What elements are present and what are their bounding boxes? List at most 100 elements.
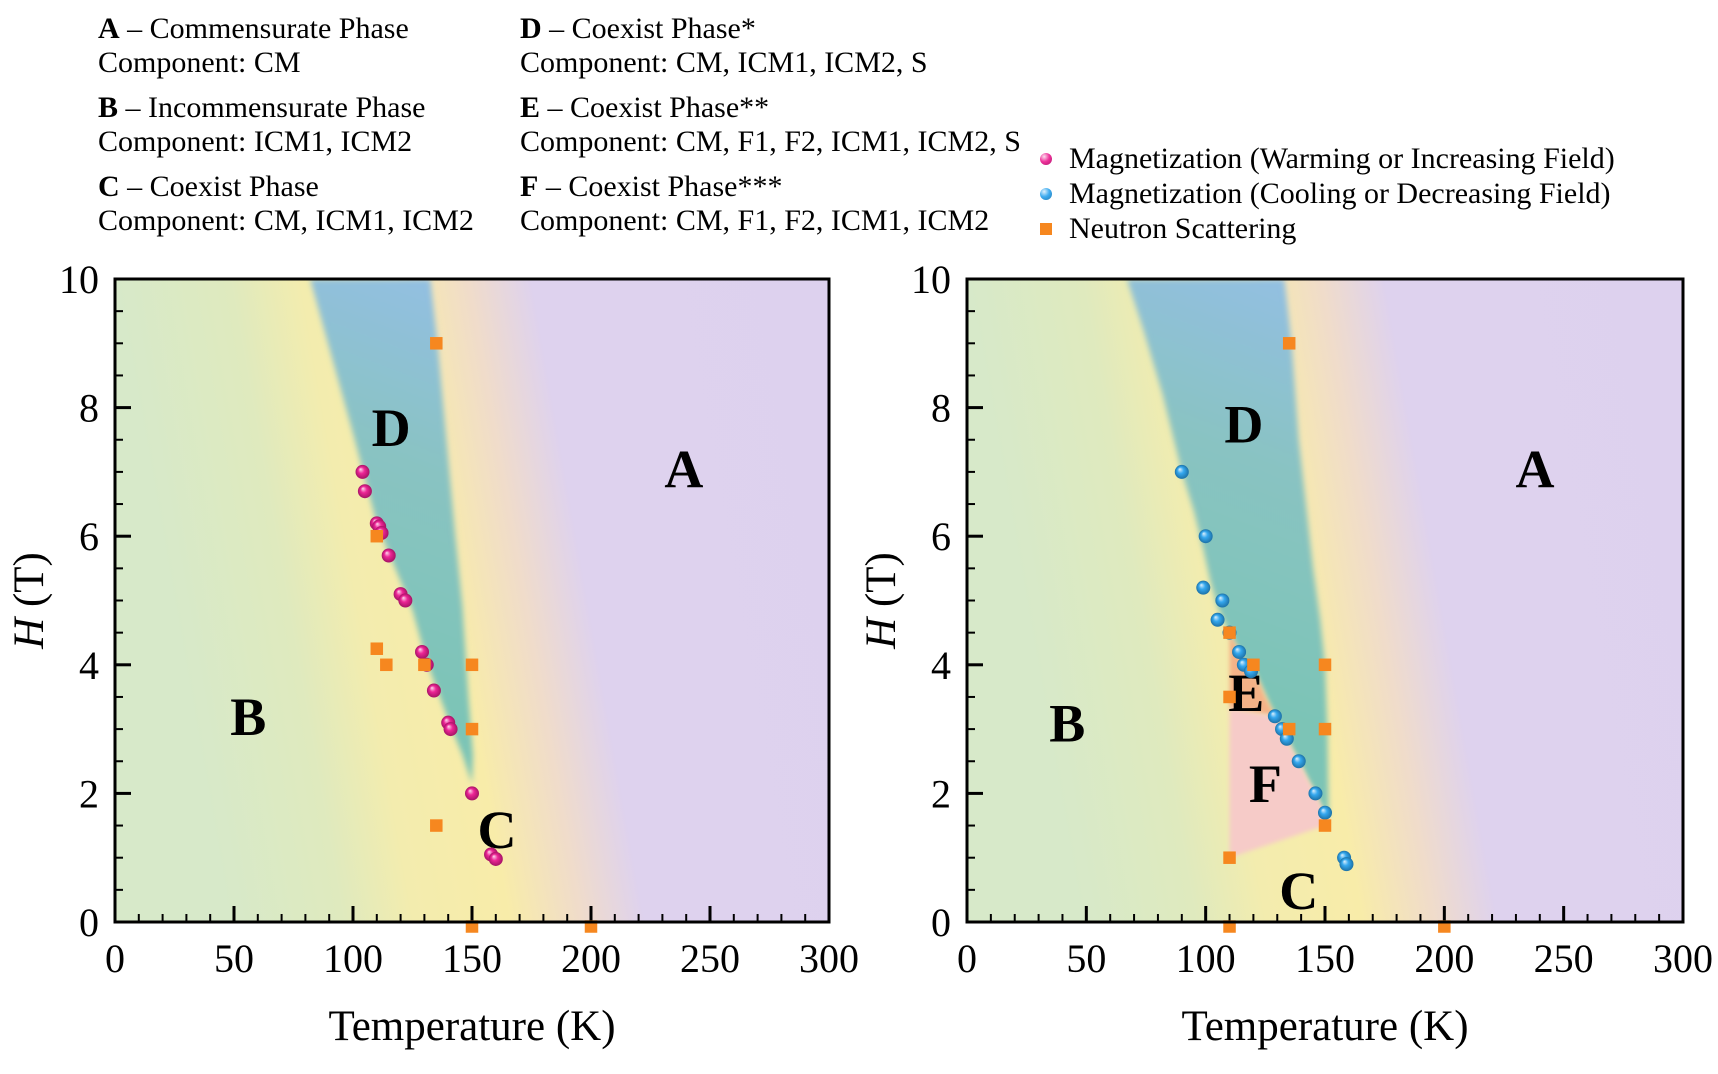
data-point	[1291, 754, 1306, 769]
phase-name: – Coexist Phase*	[541, 12, 756, 45]
phase-legend-entry-B: B – Incommensurate Phase Component: ICM1…	[98, 91, 474, 159]
legend-item-neutron: Neutron Scattering	[1040, 211, 1615, 246]
data-point	[465, 722, 479, 736]
data-point	[1174, 464, 1189, 479]
phase-title: E – Coexist Phase**	[520, 91, 1021, 125]
x-tick-label: 50	[214, 936, 254, 981]
series-neutron	[370, 337, 598, 933]
x-tick-label: 50	[1066, 936, 1106, 981]
phase-title: C – Coexist Phase	[98, 170, 474, 204]
y-tick-label: 10	[59, 257, 99, 302]
region-D	[310, 279, 473, 784]
region-F	[1229, 708, 1329, 858]
phase-label-D: D	[1224, 395, 1263, 455]
marker-legend: Magnetization (Warming or Increasing Fie…	[1040, 141, 1615, 246]
data-point	[430, 337, 443, 350]
data-point	[465, 658, 479, 672]
region-D	[1126, 279, 1329, 820]
phase-components: Component: CM	[98, 46, 301, 79]
data-point	[1282, 722, 1296, 736]
data-point	[355, 464, 370, 479]
phase-title: A – Commensurate Phase	[98, 12, 474, 46]
plot-regions	[115, 279, 829, 922]
y-tick-label: 2	[931, 771, 951, 816]
phase-legend-entry-D: D – Coexist Phase* Component: CM, ICM1, …	[520, 12, 1021, 80]
series-neutron	[1223, 337, 1451, 933]
phase-name: – Coexist Phase***	[538, 170, 783, 203]
y-tick-label: 8	[931, 386, 951, 431]
phase-label-C: C	[477, 800, 516, 860]
data-point	[370, 642, 384, 655]
data-point	[370, 529, 384, 543]
phase-label-B: B	[230, 687, 266, 747]
phase-letter: D	[520, 12, 542, 45]
data-point	[1210, 612, 1225, 627]
data-point	[1196, 580, 1211, 595]
data-point	[1318, 805, 1332, 820]
phase-label-A: A	[1516, 440, 1555, 500]
phase-title: B – Incommensurate Phase	[98, 91, 474, 125]
phase-label-B: B	[1049, 694, 1085, 754]
y-tick-label: 10	[911, 257, 951, 302]
phase-title: D – Coexist Phase*	[520, 12, 1021, 46]
phase-legend-entry-F: F – Coexist Phase*** Component: CM, F1, …	[520, 170, 1021, 238]
phase-components: Component: CM, F1, F2, ICM1, ICM2	[520, 204, 990, 237]
data-point	[1215, 593, 1230, 608]
data-point	[1223, 626, 1236, 639]
data-point	[1223, 851, 1236, 864]
phase-legend-column-1: A – Commensurate Phase Component: CM B –…	[98, 12, 474, 249]
x-axis-title: Temperature (K)	[328, 1003, 615, 1050]
data-point	[398, 593, 413, 608]
y-tick-label: 0	[931, 900, 951, 945]
phase-legend-entry-E: E – Coexist Phase** Component: CM, F1, F…	[520, 91, 1021, 159]
data-point	[1282, 337, 1296, 350]
y-tick-label: 6	[931, 514, 951, 559]
x-tick-label: 200	[561, 936, 621, 981]
legend-label: Neutron Scattering	[1069, 211, 1297, 245]
data-point	[465, 786, 479, 801]
data-point	[1318, 819, 1332, 832]
phase-letter: F	[520, 170, 539, 203]
cooling-marker-icon	[1040, 187, 1052, 200]
plot-frame	[113, 277, 831, 924]
phase-legend-column-2: D – Coexist Phase* Component: CM, ICM1, …	[520, 12, 1021, 249]
data-point	[418, 658, 431, 672]
data-point	[1247, 658, 1260, 672]
data-point	[1318, 658, 1332, 672]
phase-letter: A	[98, 12, 120, 45]
legend-item-warming: Magnetization (Warming or Increasing Fie…	[1040, 141, 1615, 176]
phase-title: F – Coexist Phase***	[520, 170, 1021, 204]
phase-components: Component: CM, F1, F2, ICM1, ICM2, S	[520, 125, 1021, 158]
y-axis-title: H (T)	[6, 552, 53, 650]
data-point	[1267, 709, 1282, 724]
x-tick-label: 0	[957, 936, 977, 981]
y-tick-label: 4	[79, 643, 99, 688]
data-point	[357, 484, 372, 499]
data-point	[1232, 644, 1247, 659]
data-point	[1318, 722, 1332, 736]
warming-marker-icon	[1040, 152, 1052, 165]
legend-item-cooling: Magnetization (Cooling or Decreasing Fie…	[1040, 176, 1615, 211]
phase-name: – Incommensurate Phase	[118, 91, 426, 124]
series-magnetization	[1174, 464, 1354, 872]
data-point	[443, 722, 458, 737]
phase-label-F: F	[1249, 754, 1282, 814]
data-point	[1198, 529, 1213, 544]
x-tick-label: 150	[442, 936, 502, 981]
background-phase-regions	[115, 279, 829, 922]
neutron-marker-icon	[1040, 222, 1052, 235]
x-tick-label: 150	[1295, 936, 1355, 981]
phase-components: Component: CM, ICM1, ICM2	[98, 204, 474, 237]
y-tick-label: 4	[931, 643, 951, 688]
data-point	[488, 851, 503, 866]
data-point	[1308, 786, 1323, 801]
phase-components: Component: CM, ICM1, ICM2, S	[520, 46, 928, 79]
x-tick-label: 250	[680, 936, 740, 981]
y-tick-label: 6	[79, 514, 99, 559]
data-point	[381, 548, 396, 563]
y-tick-label: 2	[79, 771, 99, 816]
data-point	[1223, 690, 1236, 704]
phase-label-D: D	[372, 398, 411, 458]
legend-label: Magnetization (Warming or Increasing Fie…	[1069, 141, 1615, 175]
